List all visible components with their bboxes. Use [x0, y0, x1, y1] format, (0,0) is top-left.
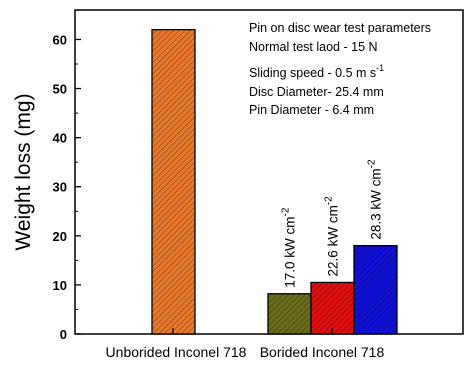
bars: 17.0 kW cm-2 22.6 kW cm-2 28.3 kW cm-2 — [151, 28, 398, 335]
category-label-0: Unborided Inconel 718 — [106, 344, 247, 360]
annotation-3: Disc Diameter- 25.4 mm — [249, 85, 384, 99]
category-label-1: Borided Inconel 718 — [260, 344, 385, 360]
y-tick-label-5: 50 — [53, 82, 67, 97]
annotation-1: Normal test laod - 15 N — [249, 40, 378, 54]
annotation-4: Pin Diameter - 6.4 mm — [249, 103, 374, 117]
bar-label-3: 28.3 kW cm-2 — [367, 159, 384, 240]
y-ticks: 0 10 20 30 40 50 60 — [53, 32, 81, 342]
plot-frame — [74, 9, 464, 335]
bar-3 — [353, 244, 398, 335]
y-tick-label-6: 60 — [53, 32, 67, 47]
bar-1 — [267, 293, 312, 335]
plot-area — [74, 9, 464, 335]
bar-2 — [310, 281, 355, 335]
bar-label-1: 17.0 kW cm-2 — [281, 207, 298, 288]
category-labels: Unborided Inconel 718 Borided Inconel 718 — [106, 344, 385, 360]
bar-0 — [151, 28, 196, 335]
bar-label-2: 22.6 kW cm-2 — [324, 196, 341, 277]
y-tick-label-1: 10 — [53, 278, 67, 293]
bar-label-sup-1: -2 — [281, 207, 292, 216]
y-tick-label-0: 0 — [60, 327, 67, 342]
y-tick-label-4: 40 — [53, 131, 67, 146]
y-axis-label: Weight loss (mg) — [12, 93, 35, 250]
y-tick-label-2: 20 — [53, 229, 67, 244]
bar-label-sup-2: -2 — [324, 196, 335, 205]
annotations: Pin on disc wear test parameters Normal t… — [249, 21, 431, 117]
annotation-2: Sliding speed - 0.5 m s-1 — [249, 63, 384, 80]
y-tick-label-3: 30 — [53, 180, 67, 195]
bar-label-sup-3: -2 — [367, 159, 378, 168]
axes — [172, 328, 333, 334]
annotation-0: Pin on disc wear test parameters — [249, 21, 431, 35]
